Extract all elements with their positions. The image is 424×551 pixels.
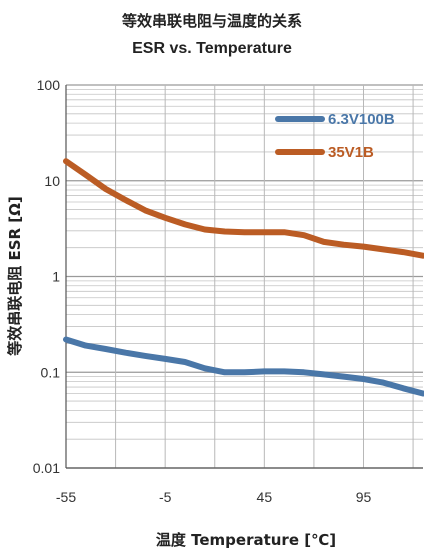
x-tick-label: 45	[257, 489, 273, 505]
y-tick-label: 0.1	[41, 364, 61, 380]
series-line-35V1B	[63, 158, 424, 259]
x-tick-label: -5	[159, 489, 172, 505]
chart-subtitle: ESR vs. Temperature	[132, 40, 292, 57]
y-tick-labels: 100 10 1 0.1 0.01	[33, 77, 60, 476]
series-lines	[63, 158, 424, 397]
x-tick-labels: -55 -5 45 95	[56, 489, 372, 505]
x-tick-label: -55	[56, 489, 76, 505]
y-tick-label: 100	[37, 77, 61, 93]
y-tick-label: 1	[52, 269, 60, 285]
chart-title: 等效串联电阻与温度的关系	[121, 12, 302, 30]
legend: 6.3V100B 35V1B	[275, 111, 395, 161]
legend-label: 6.3V100B	[328, 111, 395, 128]
x-axis-label: 温度 Temperature [℃]	[156, 531, 336, 549]
x-tick-label: 95	[356, 489, 372, 505]
gridlines	[65, 84, 423, 469]
legend-label: 35V1B	[328, 144, 374, 161]
y-tick-label: 10	[44, 173, 60, 189]
series-line-6.3V100B	[63, 336, 424, 397]
y-tick-label: 0.01	[33, 460, 60, 476]
y-axis-label: 等效串联电阻 ESR [Ω]	[6, 196, 24, 356]
